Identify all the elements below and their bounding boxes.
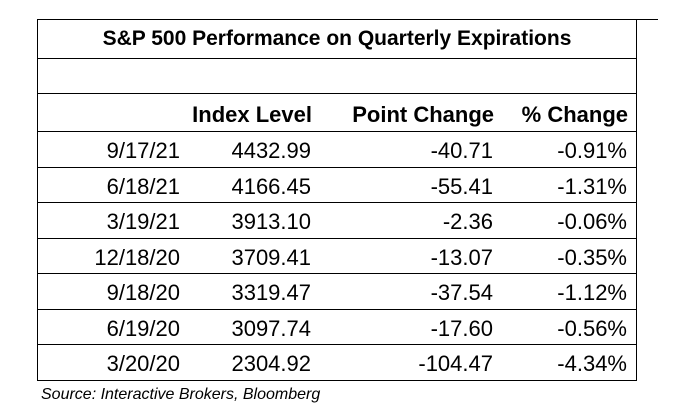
cell-date: 3/19/21 xyxy=(106,209,180,234)
cell-pct-change: -0.35% xyxy=(557,244,627,270)
cell-pct-change: -1.12% xyxy=(557,280,627,305)
cell-point-change: -55.41 xyxy=(430,173,493,199)
row-divider xyxy=(38,344,636,345)
cell-pct-change: -4.34% xyxy=(557,351,627,376)
row-divider xyxy=(38,273,636,274)
blank-row-divider xyxy=(38,93,636,94)
table-row: 9/18/20 3319.47 -37.54 -1.12% xyxy=(38,274,636,310)
header-pct-change: % Change xyxy=(521,102,628,127)
table-row: 6/19/20 3097.74 -17.60 -0.56% xyxy=(38,310,636,345)
cell-pct-change: -1.31% xyxy=(557,173,627,199)
cell-pct-change: -0.06% xyxy=(557,209,627,234)
table-row: 9/17/21 4432.99 -40.71 -0.91% xyxy=(38,132,636,168)
table-frame xyxy=(37,19,637,381)
source-note: Source: Interactive Brokers, Bloomberg xyxy=(41,386,321,403)
row-divider xyxy=(38,237,636,239)
cell-index-level: 3097.74 xyxy=(231,315,311,341)
cell-date: 3/20/20 xyxy=(106,351,180,376)
row-divider xyxy=(38,166,636,168)
cell-index-level: 4432.99 xyxy=(231,138,311,163)
table-row: 3/19/21 3913.10 -2.36 -0.06% xyxy=(38,203,636,239)
cell-index-level: 3709.41 xyxy=(231,244,311,270)
table-title: S&P 500 Performance on Quarterly Expirat… xyxy=(102,27,572,50)
cell-index-level: 4166.45 xyxy=(231,173,311,199)
header-divider xyxy=(38,131,636,132)
table-top-border xyxy=(37,19,658,20)
header-index-level: Index Level xyxy=(192,102,312,127)
cell-index-level: 3913.10 xyxy=(231,209,311,234)
cell-point-change: -40.71 xyxy=(430,138,493,163)
cell-point-change: -37.54 xyxy=(430,280,493,305)
table-row: 6/18/21 4166.45 -55.41 -1.31% xyxy=(38,168,636,203)
cell-date: 9/17/21 xyxy=(106,138,180,163)
cell-date: 9/18/20 xyxy=(106,280,180,305)
row-divider xyxy=(38,308,636,310)
header-point-change: Point Change xyxy=(352,102,494,127)
cell-point-change: -2.36 xyxy=(442,209,493,234)
cell-date: 12/18/20 xyxy=(94,244,180,270)
cell-index-level: 2304.92 xyxy=(231,351,311,376)
table-row: 12/18/20 3709.41 -13.07 -0.35% xyxy=(38,239,636,274)
cell-date: 6/18/21 xyxy=(106,173,180,199)
table-row: 3/20/20 2304.92 -104.47 -4.34% xyxy=(38,345,636,381)
cell-point-change: -13.07 xyxy=(430,244,493,270)
cell-index-level: 3319.47 xyxy=(231,280,311,305)
title-divider xyxy=(38,58,636,59)
cell-pct-change: -0.56% xyxy=(557,315,627,341)
row-divider xyxy=(38,202,636,203)
cell-point-change: -17.60 xyxy=(430,315,493,341)
cell-date: 6/19/20 xyxy=(106,315,180,341)
cell-pct-change: -0.91% xyxy=(557,138,627,163)
cell-point-change: -104.47 xyxy=(418,351,493,376)
